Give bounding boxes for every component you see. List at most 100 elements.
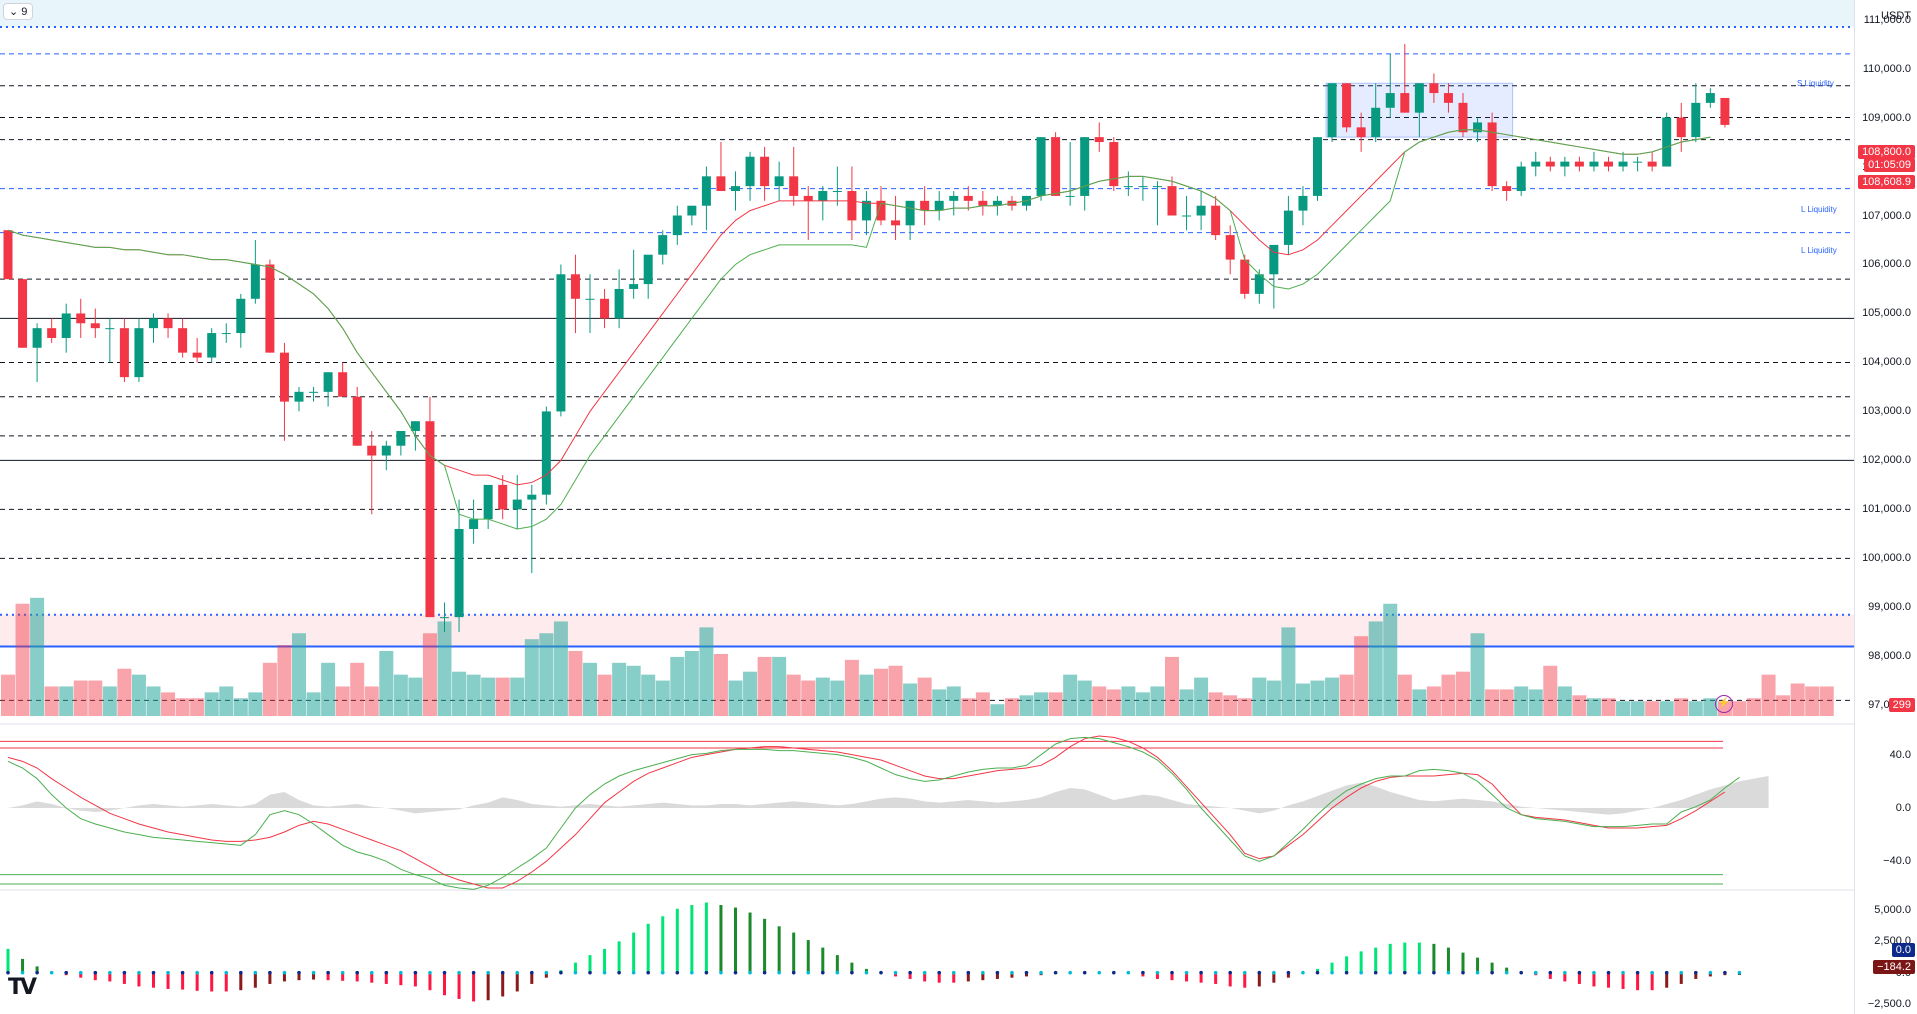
macd-zero-dot xyxy=(78,970,83,975)
candle-body xyxy=(3,230,13,280)
volume-bar xyxy=(1165,656,1179,716)
price-axis[interactable]: USDT 111,000.0110,000.0109,000.0108,000.… xyxy=(1854,0,1917,1014)
macd-zero-dot xyxy=(1024,970,1029,975)
candle-body xyxy=(32,328,42,348)
candle-body xyxy=(279,352,289,402)
candle-body xyxy=(1487,122,1497,187)
interval-selector-button[interactable]: ⌄ 9 xyxy=(3,3,34,20)
macd-bar xyxy=(1432,943,1436,973)
macd-bar xyxy=(923,972,927,982)
interval-label: 9 xyxy=(21,6,28,18)
volume-bar xyxy=(393,674,408,716)
volume-bar xyxy=(88,680,103,716)
macd-zero-dot xyxy=(1577,970,1582,975)
lightning-icon[interactable]: ⚡ xyxy=(1715,695,1733,713)
macd-zero-dot xyxy=(1228,970,1232,975)
tradingview-logo-icon[interactable]: TV xyxy=(8,975,37,1000)
volume-bar xyxy=(1485,689,1500,716)
macd-hist-tag: −184.2 xyxy=(1873,960,1915,974)
volume-bar xyxy=(801,680,816,716)
candle-body xyxy=(381,445,391,456)
candle-body xyxy=(527,494,537,500)
candle-body xyxy=(221,333,231,335)
macd-zero-dot xyxy=(1082,970,1087,975)
macd-zero-dot xyxy=(1112,970,1116,975)
macd-zero-dot xyxy=(1257,970,1262,975)
price-tick: 107,000.0 xyxy=(1862,209,1911,222)
candle-body xyxy=(629,284,639,289)
candle-body xyxy=(1371,107,1381,138)
volume-bar xyxy=(1747,698,1761,716)
candle-body xyxy=(367,445,377,456)
macd-zero-dot xyxy=(253,970,258,975)
macd-bar xyxy=(79,972,83,978)
volume-bar xyxy=(888,665,903,716)
macd-zero-dot xyxy=(850,970,854,975)
macd-zero-dot xyxy=(1708,970,1713,975)
candle-body xyxy=(250,264,260,299)
candle-body xyxy=(134,328,144,378)
volume-bar xyxy=(713,653,728,716)
ma-line xyxy=(7,129,1711,486)
macd-bar xyxy=(122,972,126,984)
macd-bar xyxy=(734,907,737,973)
volume-bar xyxy=(1601,698,1616,716)
macd-bar xyxy=(1388,943,1392,973)
macd-bar xyxy=(588,955,592,973)
candle-body xyxy=(440,617,449,619)
candle-body xyxy=(1676,117,1686,138)
macd-bar xyxy=(384,972,388,984)
macd-bar xyxy=(603,948,607,973)
candle-body xyxy=(949,195,959,201)
candle-body xyxy=(1036,137,1046,196)
macd-zero-dot xyxy=(239,970,243,975)
macd-zero-dot xyxy=(748,970,752,975)
macd-zero-dot xyxy=(1504,970,1509,975)
volume-bar xyxy=(699,627,714,716)
chart-canvas[interactable] xyxy=(0,0,1855,1014)
macd-zero-dot xyxy=(1417,970,1422,975)
volume-bar xyxy=(597,674,612,716)
candle-body xyxy=(1473,122,1483,133)
macd-zero-dot xyxy=(64,970,68,975)
macd-zero-dot xyxy=(1373,970,1378,975)
volume-bar xyxy=(1659,701,1674,716)
price-tick: 100,000.0 xyxy=(1862,552,1911,565)
candle-body xyxy=(1254,274,1264,294)
macd-bar xyxy=(297,972,301,981)
macd-zero-dot xyxy=(1533,970,1538,975)
volume-bar xyxy=(175,698,190,716)
price-tick: 102,000.0 xyxy=(1862,454,1911,467)
volume-bar xyxy=(1645,701,1660,716)
macd-zero-dot xyxy=(1388,970,1393,975)
macd-zero-dot xyxy=(1403,970,1407,975)
candle-body xyxy=(207,333,217,358)
candle-body xyxy=(978,200,988,206)
volume-bar xyxy=(1034,692,1049,716)
volume-bar xyxy=(1412,689,1427,716)
macd-zero-dot xyxy=(1272,970,1276,975)
macd-bar xyxy=(1359,951,1363,973)
macd-bar xyxy=(428,972,432,991)
candle-body xyxy=(1604,161,1613,167)
macd-bar xyxy=(152,972,155,988)
volume-bar xyxy=(1761,674,1776,716)
macd-zero-dot xyxy=(1301,970,1305,975)
volume-bar xyxy=(975,692,990,716)
macd-bar xyxy=(966,972,970,982)
candle-body xyxy=(105,328,115,330)
macd-zero-dot xyxy=(457,970,461,975)
macd-bar xyxy=(1199,972,1203,983)
macd-zero-dot xyxy=(413,970,418,975)
candle-body xyxy=(1167,186,1177,216)
macd-zero-dot xyxy=(1694,970,1698,975)
price-tick: 109,000.0 xyxy=(1862,111,1911,124)
volume-bar xyxy=(233,698,248,716)
candle-body xyxy=(76,313,86,324)
candle-body xyxy=(483,484,493,520)
candle-body xyxy=(687,205,697,216)
macd-bar xyxy=(1694,972,1698,979)
volume-bar xyxy=(670,656,685,716)
volume-bar xyxy=(1194,677,1209,716)
macd-bar xyxy=(690,905,694,973)
